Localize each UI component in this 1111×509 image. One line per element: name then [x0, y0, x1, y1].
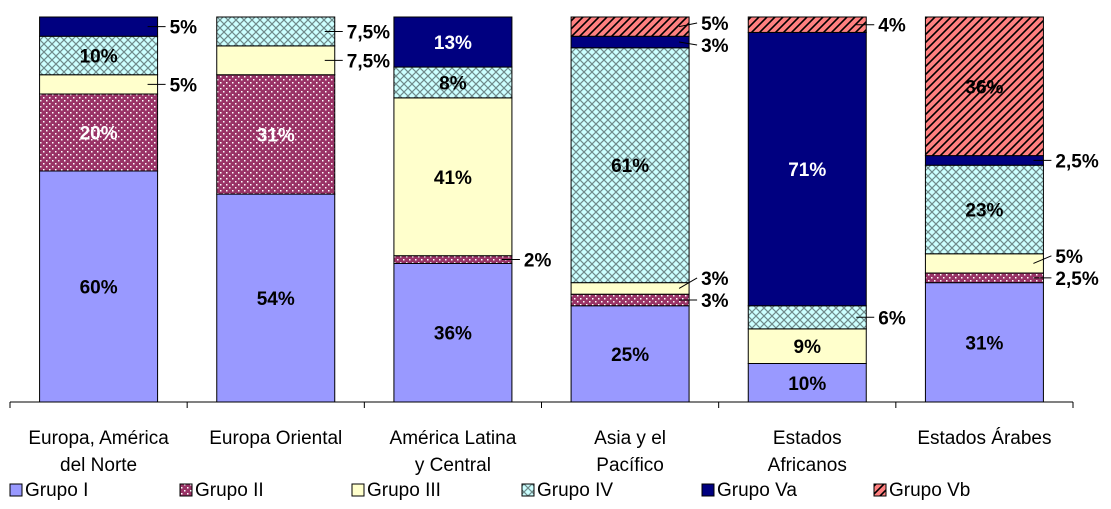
bar-segment-grupo-iii-1	[39, 74, 159, 95]
bar-segment-grupo-ii-6	[924, 272, 1044, 284]
data-label: 31%	[965, 333, 1003, 354]
bar-segment-grupo-va-3	[393, 16, 513, 68]
legend-label: Grupo Va	[717, 480, 797, 501]
leader-line	[678, 22, 698, 28]
data-label: 5%	[701, 14, 729, 35]
category-label: América Latina	[390, 428, 517, 449]
legend: Grupo I Grupo II Grupo III Grupo IV Grupo Va…	[9, 480, 970, 501]
data-label: 13%	[434, 33, 472, 54]
bar-segment-grupo-iii-3	[393, 97, 513, 257]
legend-swatch-grupo-va	[701, 483, 715, 497]
data-label: 36%	[965, 77, 1003, 98]
bar-segment-grupo-iv-4	[570, 47, 690, 284]
x-axis	[9, 401, 1074, 408]
category-label: Africanos	[768, 455, 847, 476]
data-label: 9%	[794, 337, 822, 358]
legend-swatch-grupo-i	[9, 483, 23, 497]
data-label: 2%	[524, 251, 552, 272]
bar-segment-grupo-iv-6	[924, 164, 1044, 255]
category-label: Europa Oriental	[209, 428, 342, 449]
data-label: 7,5%	[347, 51, 390, 72]
bar-segment-grupo-iii-4	[570, 282, 690, 295]
bar-segment-grupo-i-1	[39, 170, 159, 403]
data-label: 3%	[701, 291, 729, 312]
data-label: 61%	[611, 156, 649, 177]
leader-line	[678, 277, 698, 289]
legend-label: Grupo IV	[537, 480, 613, 501]
bar-segment-grupo-vb-5	[747, 16, 867, 33]
data-label: 3%	[701, 269, 729, 290]
legend-label: Grupo I	[25, 480, 88, 501]
bar-segment-grupo-vb-6	[924, 16, 1044, 157]
data-label: 8%	[439, 73, 467, 94]
bar-segment-grupo-iv-1	[39, 35, 159, 76]
bar-segment-grupo-iii-2	[216, 45, 336, 76]
leader-line	[679, 41, 698, 46]
bar-segment-grupo-ii-2	[216, 74, 336, 195]
bar-segment-grupo-va-6	[924, 155, 1044, 166]
legend-swatch-grupo-iv	[521, 483, 535, 497]
data-label: 71%	[788, 160, 826, 181]
category-labels-layer: Europa, América del Norte Europa Oriental A…	[28, 428, 1051, 476]
data-labels-layer: 60% 20% 10% 5% 5% 54% 31% 7,5% 7,5% 36% 41% 8% 13% 2%…	[80, 14, 1099, 395]
bar-segment-grupo-ii-4	[570, 293, 690, 307]
data-label: 5%	[170, 18, 198, 39]
bar-segment-grupo-ii-1	[39, 93, 159, 172]
data-label: 31%	[257, 125, 295, 146]
data-label: 10%	[80, 47, 118, 68]
category-label: Estados	[773, 428, 842, 449]
bar-segment-grupo-iv-5	[747, 305, 867, 330]
data-label: 3%	[701, 36, 729, 57]
data-label: 54%	[257, 289, 295, 310]
data-label: 2,5%	[1055, 151, 1098, 172]
data-label: 4%	[878, 16, 906, 37]
data-label: 41%	[434, 168, 472, 189]
legend-label: Grupo III	[367, 480, 441, 501]
legend-swatch-grupo-iii	[351, 483, 365, 497]
category-label: del Norte	[60, 455, 137, 476]
data-label: 36%	[434, 324, 472, 345]
category-label: Asia y el	[594, 428, 666, 449]
data-label: 2,5%	[1055, 269, 1098, 290]
leader-line	[1033, 255, 1052, 264]
bar-segment-grupo-i-4	[570, 305, 690, 403]
category-label: y Central	[415, 455, 491, 476]
bar-segment-grupo-i-3	[393, 262, 513, 403]
data-label: 20%	[80, 124, 118, 145]
bars-layer	[39, 16, 1044, 403]
bar-segment-grupo-va-5	[747, 31, 867, 307]
data-label: 5%	[1055, 247, 1083, 268]
legend-label: Grupo Vb	[889, 480, 970, 501]
bar-segment-grupo-iii-5	[747, 328, 867, 365]
legend-label: Grupo II	[195, 480, 264, 501]
data-label: 23%	[965, 201, 1003, 222]
category-label: Pacífico	[596, 455, 664, 476]
data-label: 60%	[80, 278, 118, 299]
bar-segment-grupo-va-4	[570, 35, 690, 49]
data-label: 25%	[611, 345, 649, 366]
legend-swatch-grupo-ii	[179, 483, 193, 497]
data-label: 5%	[170, 75, 198, 96]
bar-segment-grupo-ii-3	[393, 255, 513, 264]
bar-segment-grupo-i-5	[747, 363, 867, 403]
bar-segment-grupo-iv-2	[216, 16, 336, 47]
bar-segment-grupo-vb-4	[570, 16, 690, 37]
category-label: Estados Árabes	[917, 428, 1051, 449]
bar-segment-grupo-va-1	[39, 16, 159, 37]
data-label: 7,5%	[347, 22, 390, 43]
bar-segment-grupo-iii-6	[924, 253, 1044, 274]
data-label: 6%	[878, 308, 906, 329]
legend-swatch-grupo-vb	[873, 483, 887, 497]
category-label: Europa, América	[28, 428, 169, 449]
data-label: 10%	[788, 374, 826, 395]
